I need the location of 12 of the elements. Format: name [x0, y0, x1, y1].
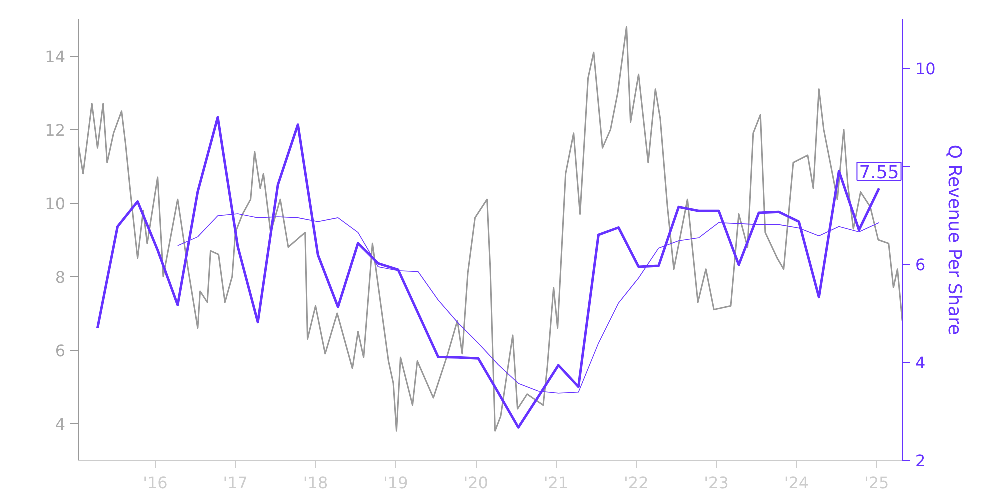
y-tick-label: 4 — [55, 414, 66, 434]
y-tick-label: 12 — [45, 120, 66, 140]
data-label: 7.55 — [859, 162, 900, 184]
y-tick-label: 6 — [55, 341, 66, 360]
y2-axis-title: Q Revenue Per Share — [944, 144, 965, 336]
y2-tick-label: 6 — [916, 256, 926, 274]
y2-tick-label: 10 — [916, 60, 936, 78]
y2-tick-label: 4 — [916, 354, 926, 372]
y-tick-label: 14 — [45, 47, 66, 66]
y-tick-label: 10 — [45, 194, 66, 214]
y2-tick-label: 2 — [916, 452, 926, 470]
y-tick-label: 8 — [55, 268, 66, 287]
